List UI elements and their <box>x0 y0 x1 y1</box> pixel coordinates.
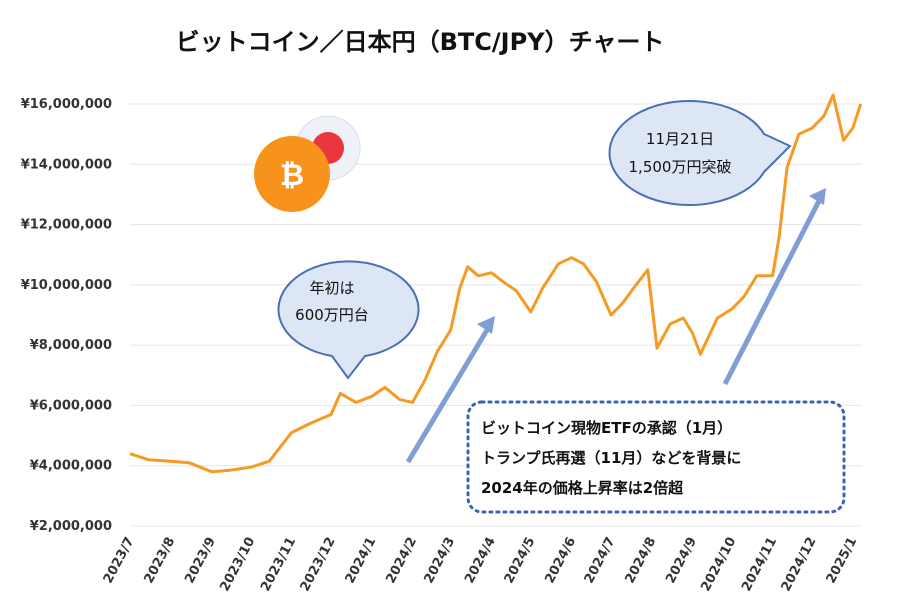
trend-arrow-late <box>722 188 826 386</box>
y-tick-label: ¥2,000,000 <box>30 519 112 534</box>
x-tick-label: 2024/6 <box>542 535 579 586</box>
x-tick-label: 2025/1 <box>824 535 861 586</box>
x-tick-label: 2024/4 <box>462 535 499 586</box>
x-tick-label: 2023/8 <box>142 535 179 586</box>
y-tick-label: ¥16,000,000 <box>21 97 112 112</box>
x-tick-label: 2024/1 <box>343 535 380 586</box>
x-tick-label: 2023/11 <box>258 535 299 594</box>
y-tick-label: ¥4,000,000 <box>30 459 112 474</box>
bubble-early-line1: 年初は <box>309 279 354 297</box>
y-tick-label: ¥10,000,000 <box>21 278 112 293</box>
svg-text:₿: ₿ <box>280 158 304 193</box>
y-tick-label: ¥8,000,000 <box>30 338 112 353</box>
note-line1: ビットコイン現物ETFの承認（1月） <box>481 419 732 437</box>
bitcoin-icon: ₿ <box>254 136 330 212</box>
x-tick-label: 2024/7 <box>582 535 619 586</box>
y-axis: ¥2,000,000 ¥4,000,000 ¥6,000,000 ¥8,000,000… <box>21 97 112 534</box>
annotation-bubble-early: 年初は 600万円台 <box>277 260 420 380</box>
price-line <box>129 93 863 474</box>
x-tick-label: 2024/2 <box>383 535 420 586</box>
y-tick-label: ¥6,000,000 <box>30 398 112 413</box>
note-box: ビットコイン現物ETFの承認（1月） トランプ氏再選（11月）などを背景に 20… <box>466 400 846 514</box>
x-tick-label: 2024/5 <box>502 535 539 586</box>
x-tick-label: 2024/3 <box>421 535 458 586</box>
x-tick-label: 2024/8 <box>623 535 660 586</box>
x-tick-label: 2024/12 <box>779 535 820 594</box>
x-tick-label: 2023/10 <box>217 535 258 594</box>
y-tick-label: ¥14,000,000 <box>21 157 112 172</box>
x-tick-label: 2024/11 <box>739 535 780 594</box>
bubble-early-line2: 600万円台 <box>295 306 369 324</box>
note-line2: トランプ氏再選（11月）などを背景に <box>481 449 741 467</box>
x-tick-label: 2024/9 <box>663 535 700 586</box>
annotation-bubble-breakout: 11月21日 1,500万円突破 <box>608 100 792 206</box>
x-tick-label: 2023/9 <box>182 535 219 586</box>
y-tick-label: ¥12,000,000 <box>21 218 112 233</box>
x-tick-label: 2023/7 <box>101 535 138 586</box>
chart-title: ビットコイン／日本円（BTC/JPY）チャート <box>175 28 665 56</box>
bubble-breakout-line1: 11月21日 <box>646 130 714 148</box>
trend-arrow-early <box>405 316 495 464</box>
bubble-breakout-line2: 1,500万円突破 <box>629 158 732 176</box>
note-line3: 2024年の価格上昇率は2倍超 <box>481 479 684 497</box>
x-tick-label: 2023/12 <box>298 535 339 594</box>
price-line-layer <box>129 93 863 474</box>
x-tick-label: 2024/10 <box>698 535 739 594</box>
